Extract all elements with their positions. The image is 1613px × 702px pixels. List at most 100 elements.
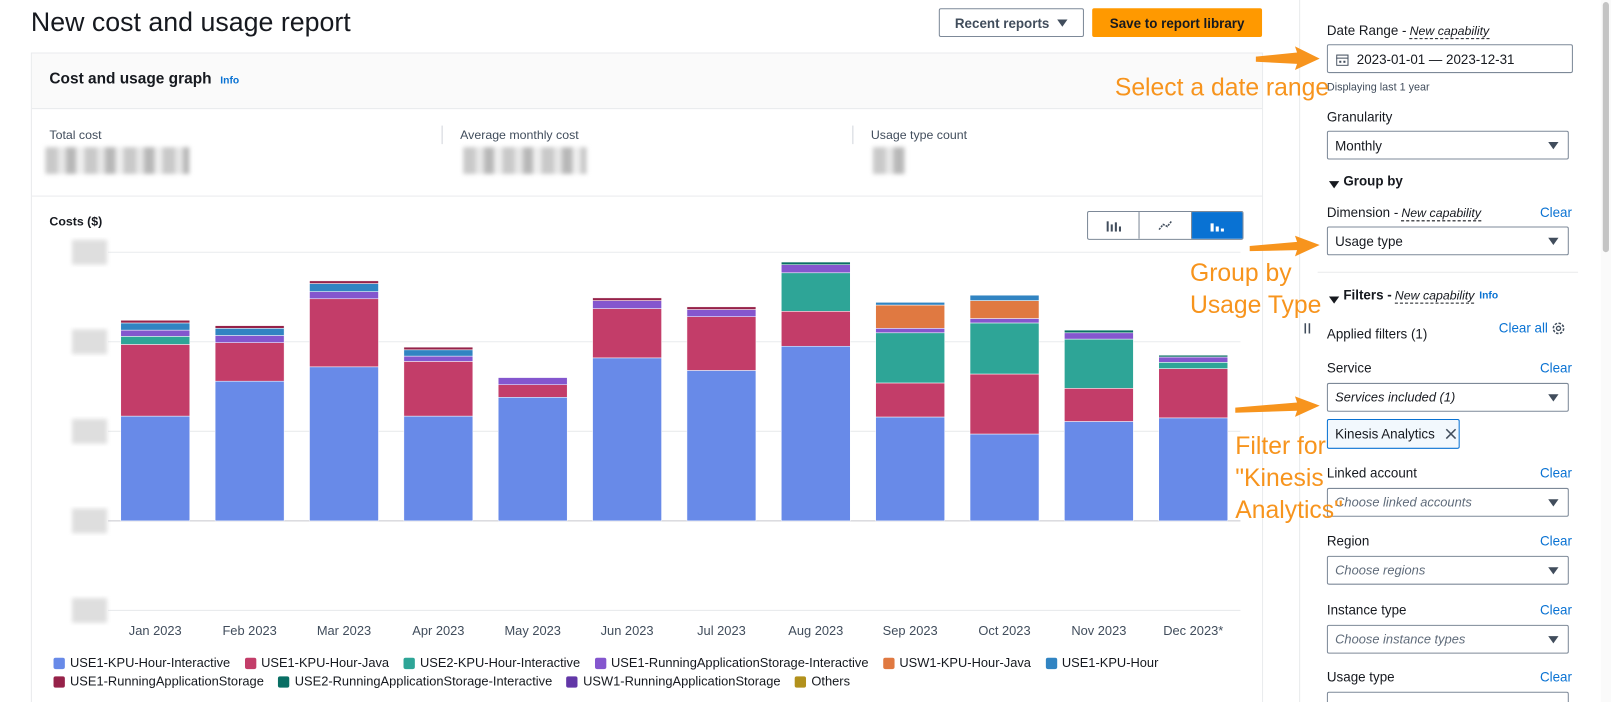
card-title: Cost and usage graph xyxy=(49,69,212,88)
annotation-arrows xyxy=(1235,46,1320,417)
bar-segment xyxy=(120,322,191,331)
dismiss-icon[interactable] xyxy=(1445,428,1456,440)
legend-item[interactable]: Others xyxy=(794,674,850,689)
legend-item[interactable]: USW1-RunningApplicationStorage xyxy=(566,674,781,689)
clear-link[interactable]: Clear xyxy=(1539,360,1572,376)
settings-icon[interactable] xyxy=(1551,321,1565,335)
x-tick-label: Aug 2023 xyxy=(788,623,843,638)
bar-segment xyxy=(497,397,568,522)
metric-label: Usage type count xyxy=(870,127,968,143)
label-text: Date Range - xyxy=(1326,22,1407,39)
legend-item[interactable]: USE1-RunningApplicationStorage xyxy=(53,674,264,689)
legend-item[interactable]: USE1-KPU-Hour-Interactive xyxy=(53,655,231,671)
legend-item[interactable]: USE2-RunningApplicationStorage-Interacti… xyxy=(278,674,552,689)
legend-item[interactable]: USE1-KPU-Hour-Java xyxy=(244,656,389,670)
calendar-icon xyxy=(1336,54,1349,66)
scroll-thumb[interactable] xyxy=(1602,2,1609,253)
filter-select[interactable]: Choose instance types xyxy=(1326,624,1569,654)
filter-select[interactable]: Choose linked accounts xyxy=(1326,487,1569,517)
resize-handle[interactable] xyxy=(1303,322,1311,334)
caret xyxy=(1057,19,1068,27)
clear-link[interactable]: Clear xyxy=(1539,669,1572,685)
chart-type-toggle xyxy=(1087,211,1244,240)
clear-link[interactable]: Clear xyxy=(1539,602,1572,618)
bar-segment xyxy=(120,320,191,324)
separator xyxy=(441,125,443,145)
info-link[interactable]: Info xyxy=(220,75,240,87)
save-button[interactable]: Save to report library xyxy=(1092,8,1263,38)
filter-select[interactable]: Choose regions xyxy=(1326,555,1569,585)
bar-toggle[interactable] xyxy=(1088,212,1140,239)
bar-segment xyxy=(781,345,851,522)
filter-select[interactable] xyxy=(1326,691,1569,702)
bar-segment xyxy=(214,328,285,336)
legend-label: USE2-KPU-Hour-Interactive xyxy=(419,655,581,671)
filter-select[interactable]: Services included (1) xyxy=(1326,382,1569,412)
bar-segment xyxy=(1158,362,1228,369)
bar-segment xyxy=(1064,338,1134,389)
legend-swatch xyxy=(594,657,606,669)
bar-segment xyxy=(120,344,191,417)
bar-segment xyxy=(875,332,945,384)
stacked-toggle[interactable] xyxy=(1191,212,1243,239)
legend-label: USW1-RunningApplicationStorage xyxy=(583,674,781,689)
bar-segment xyxy=(686,316,757,371)
annotation: Usage Type xyxy=(1189,291,1322,320)
bar-segment xyxy=(686,309,757,317)
bar-segment xyxy=(309,291,379,300)
label-text: Dimension - xyxy=(1326,204,1399,221)
redacted-tick-label xyxy=(72,598,108,623)
panel-border xyxy=(1299,0,1301,702)
legend-swatch xyxy=(403,657,415,669)
date-range-input[interactable]: 2023-01-01 — 2023-12-31 xyxy=(1326,44,1573,74)
caret xyxy=(1548,394,1559,402)
bar-segment xyxy=(214,342,285,382)
legend-swatch xyxy=(1045,657,1057,669)
field-label: Instance type xyxy=(1326,602,1407,618)
bar-segment xyxy=(120,329,191,337)
clear-link[interactable]: Clear xyxy=(1539,533,1572,549)
recent-reports-button[interactable]: Recent reports xyxy=(938,8,1084,38)
expand-caret[interactable] xyxy=(1328,290,1340,309)
bar-segment xyxy=(592,300,662,309)
bar-segment xyxy=(309,366,379,522)
legend-label: USE1-RunningApplicationStorage-Interacti… xyxy=(611,655,869,671)
bar-icon xyxy=(1106,221,1121,232)
clear-all-link[interactable]: Clear all xyxy=(1498,320,1548,336)
applied-filters: Applied filters (1) xyxy=(1326,326,1428,342)
x-tick-label: Mar 2023 xyxy=(317,623,371,638)
annotation: Group by xyxy=(1189,259,1292,288)
clear-link[interactable]: Clear xyxy=(1539,204,1572,221)
bar-segment xyxy=(403,349,474,357)
y-axis-title: Costs ($) xyxy=(49,214,103,229)
expand-caret[interactable] xyxy=(1328,175,1340,194)
legend-item[interactable]: USE1-KPU-Hour xyxy=(1045,656,1158,670)
bar-segment xyxy=(1064,329,1134,334)
x-tick-label: Feb 2023 xyxy=(222,623,276,638)
legend-label: USE1-KPU-Hour-Interactive xyxy=(69,655,231,671)
bar-segment xyxy=(1158,417,1228,522)
clear-link[interactable]: Clear xyxy=(1539,465,1572,481)
filter-token: Kinesis Analytics xyxy=(1326,418,1460,449)
info-link[interactable]: Info xyxy=(1479,290,1499,302)
legend-item[interactable]: USW1-KPU-Hour-Java xyxy=(882,656,1031,670)
legend-swatch xyxy=(794,675,807,688)
granularity-select[interactable]: Monthly xyxy=(1326,130,1569,160)
bar-segment xyxy=(781,261,851,265)
dimension-select[interactable]: Usage type xyxy=(1326,226,1569,256)
legend-item[interactable]: USE1-RunningApplicationStorage-Interacti… xyxy=(594,655,869,671)
arrow xyxy=(1255,46,1320,70)
section-heading: Filters - New capability xyxy=(1343,287,1475,304)
legend-item[interactable]: USE2-KPU-Hour-Interactive xyxy=(403,656,580,670)
line-toggle[interactable] xyxy=(1140,212,1192,239)
bar-segment xyxy=(1064,332,1134,340)
select-text: Services included (1) xyxy=(1335,390,1456,405)
bar-segment xyxy=(497,377,568,386)
divider xyxy=(1317,271,1579,273)
x-tick-label: Jul 2023 xyxy=(697,623,746,638)
select-text: Monthly xyxy=(1335,137,1383,153)
redacted-tick-label xyxy=(72,239,108,265)
field-label: Usage type xyxy=(1326,669,1395,685)
